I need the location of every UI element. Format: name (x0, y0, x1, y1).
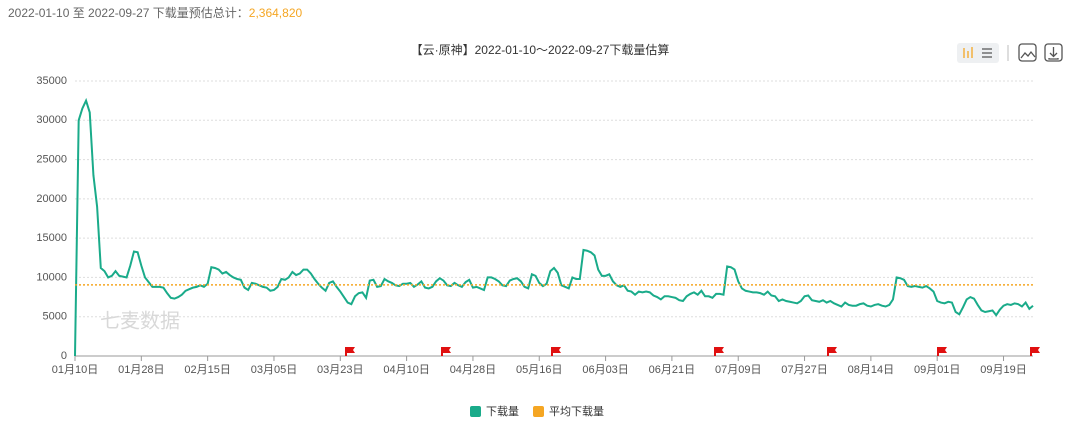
chart-title: 【云·原神】2022-01-10～2022-09-27下载量估算 (411, 42, 670, 57)
legend-swatch (533, 406, 544, 417)
toolbar (957, 43, 1063, 63)
watermark: 七麦数据 (100, 309, 180, 332)
chart-toggle[interactable] (957, 43, 999, 63)
y-tick-label: 35000 (36, 75, 67, 87)
download-icon (1048, 47, 1059, 60)
series-line (74, 97, 1034, 357)
flag[interactable] (345, 347, 355, 356)
x-tick-label: 01月10日 (52, 364, 98, 376)
x-tick-label: 06月21日 (649, 364, 695, 376)
x-tick-label: 09月01日 (914, 364, 960, 376)
y-tick-label: 30000 (36, 114, 67, 126)
x-tick-label: 04月28日 (450, 364, 496, 376)
x-tick-label: 08月14日 (848, 364, 894, 376)
range-text: 2022-01-10 至 2022-09-27 下载量预估总计： (8, 6, 249, 20)
x-tick-label: 02月15日 (184, 364, 230, 376)
bar-icon (963, 47, 973, 58)
flag[interactable] (441, 347, 451, 356)
summary: 2022-01-10 至 2022-09-27 下载量预估总计：2,364,82… (8, 4, 302, 21)
y-tick-label: 15000 (36, 232, 67, 244)
x-tick-label: 07月09日 (715, 364, 761, 376)
x-tick-label: 01月28日 (118, 364, 164, 376)
y-tick-label: 0 (61, 350, 67, 362)
total: 2,364,820 (248, 6, 303, 20)
x-tick-label: 04月10日 (383, 364, 429, 376)
download-button[interactable] (1044, 43, 1063, 62)
y-tick-label: 25000 (36, 153, 67, 165)
y-tick-label: 5000 (43, 311, 67, 323)
list-icon (982, 48, 992, 58)
x-tick-label: 09月19日 (980, 364, 1026, 376)
flag[interactable] (937, 347, 947, 356)
image-icon (1020, 50, 1036, 59)
x-tick-label: 07月27日 (781, 364, 827, 376)
legend-swatch (470, 406, 481, 417)
x-tick-label: 05月16日 (516, 364, 562, 376)
x-tick-label: 03月05日 (251, 364, 297, 376)
flag[interactable] (714, 347, 724, 356)
x-tick-label: 03月23日 (317, 364, 363, 376)
flag[interactable] (551, 347, 561, 356)
flag[interactable] (1030, 347, 1040, 356)
x-tick-label: 06月03日 (582, 364, 628, 376)
y-tick-label: 20000 (36, 193, 67, 205)
flag[interactable] (827, 347, 837, 356)
y-tick-label: 10000 (36, 271, 67, 283)
flags (345, 347, 1040, 356)
legend-label: 平均下载量 (549, 405, 604, 418)
image-button[interactable] (1018, 43, 1037, 62)
legend-label: 下载量 (486, 405, 519, 418)
